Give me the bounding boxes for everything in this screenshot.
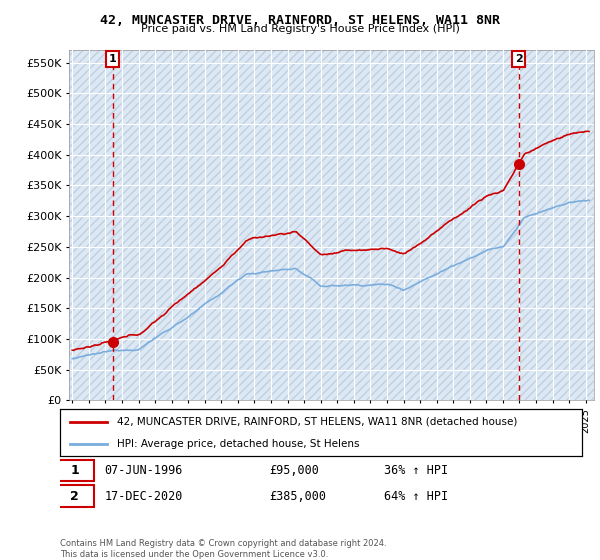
- Text: 64% ↑ HPI: 64% ↑ HPI: [383, 489, 448, 503]
- Text: 42, MUNCASTER DRIVE, RAINFORD, ST HELENS, WA11 8NR: 42, MUNCASTER DRIVE, RAINFORD, ST HELENS…: [100, 14, 500, 27]
- Text: Contains HM Land Registry data © Crown copyright and database right 2024.
This d: Contains HM Land Registry data © Crown c…: [60, 539, 386, 559]
- Text: HPI: Average price, detached house, St Helens: HPI: Average price, detached house, St H…: [118, 438, 360, 449]
- Text: 2: 2: [515, 54, 523, 64]
- FancyBboxPatch shape: [55, 460, 94, 481]
- Text: 17-DEC-2020: 17-DEC-2020: [104, 489, 183, 503]
- Text: 42, MUNCASTER DRIVE, RAINFORD, ST HELENS, WA11 8NR (detached house): 42, MUNCASTER DRIVE, RAINFORD, ST HELENS…: [118, 417, 518, 427]
- Text: 36% ↑ HPI: 36% ↑ HPI: [383, 464, 448, 477]
- FancyBboxPatch shape: [55, 486, 94, 507]
- Text: 1: 1: [109, 54, 116, 64]
- Text: 2: 2: [70, 489, 79, 503]
- Text: Price paid vs. HM Land Registry's House Price Index (HPI): Price paid vs. HM Land Registry's House …: [140, 24, 460, 34]
- Text: 1: 1: [70, 464, 79, 477]
- Text: 07-JUN-1996: 07-JUN-1996: [104, 464, 183, 477]
- Text: £385,000: £385,000: [269, 489, 326, 503]
- Text: £95,000: £95,000: [269, 464, 319, 477]
